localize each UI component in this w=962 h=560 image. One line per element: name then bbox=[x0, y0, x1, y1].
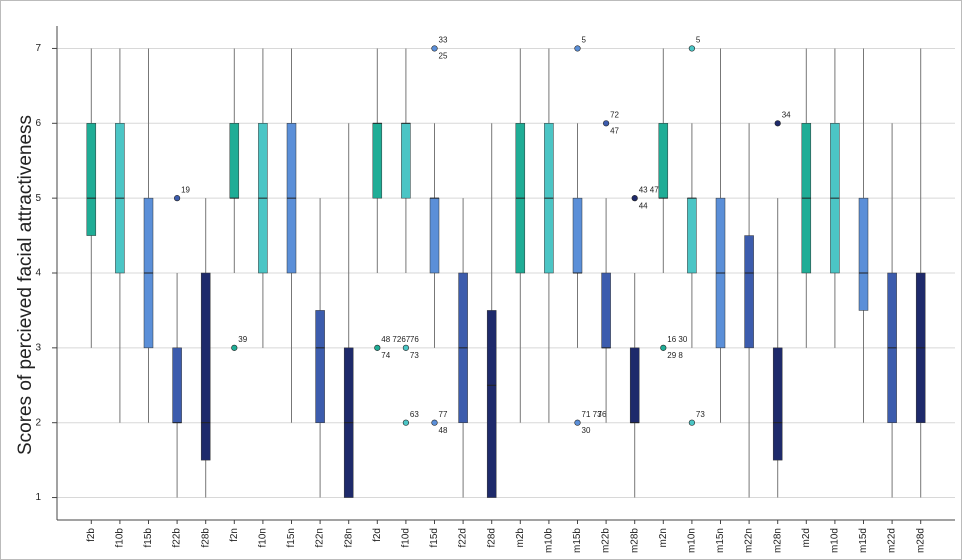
x-tick-label: f22d bbox=[458, 528, 469, 547]
outlier-label: 33 bbox=[439, 36, 448, 45]
x-tick-label: f28d bbox=[486, 528, 497, 547]
x-tick-label: f10d bbox=[401, 528, 412, 547]
x-tick-label: m2b bbox=[515, 528, 526, 548]
outlier bbox=[774, 120, 781, 127]
x-tick-label: m28n bbox=[772, 528, 783, 553]
box bbox=[486, 310, 497, 498]
outlier bbox=[431, 45, 438, 52]
outlier-label: 63 bbox=[410, 410, 419, 419]
x-tick-label: m22d bbox=[887, 528, 898, 553]
outlier bbox=[602, 120, 610, 127]
x-tick-label: m15b bbox=[572, 528, 583, 553]
outlier-label: 48 7267 bbox=[381, 335, 410, 344]
box bbox=[572, 197, 583, 274]
x-tick-label: m28d bbox=[915, 528, 926, 553]
outlier bbox=[631, 195, 638, 202]
y-tick-label: 3 bbox=[35, 342, 41, 353]
x-tick-label: m15d bbox=[858, 528, 869, 553]
outlier-label: 71 73 bbox=[582, 410, 603, 419]
x-tick-label: f15d bbox=[429, 528, 440, 547]
outlier-label: 72 bbox=[610, 110, 619, 119]
box bbox=[401, 123, 411, 199]
outlier bbox=[174, 195, 181, 202]
x-tick-label: f15n bbox=[286, 528, 297, 547]
outlier bbox=[574, 419, 581, 426]
y-tick-label: 4 bbox=[35, 268, 41, 279]
outlier-label: 25 bbox=[439, 52, 448, 61]
outlier-label: 76 bbox=[598, 410, 607, 419]
y-tick-label: 1 bbox=[35, 492, 41, 503]
box bbox=[658, 123, 669, 199]
box bbox=[200, 272, 211, 461]
outlier bbox=[374, 344, 381, 351]
box bbox=[744, 235, 754, 349]
y-tick-label: 6 bbox=[35, 118, 41, 129]
outlier-label: 48 bbox=[439, 426, 448, 435]
x-tick-label: m22b bbox=[601, 528, 612, 553]
box bbox=[429, 197, 440, 274]
outlier-label: 19 bbox=[181, 185, 190, 194]
box bbox=[315, 310, 325, 423]
x-tick-label: m15n bbox=[715, 528, 726, 553]
x-tick-label: m10b bbox=[544, 528, 555, 553]
outlier bbox=[402, 419, 410, 426]
box bbox=[172, 347, 182, 423]
box bbox=[601, 272, 611, 349]
x-tick-label: m22n bbox=[744, 528, 755, 553]
outlier-label: 44 bbox=[639, 201, 648, 210]
y-tick-label: 2 bbox=[35, 417, 41, 428]
outlier-label: 5 bbox=[696, 36, 701, 45]
outlier-label: 16 30 bbox=[667, 335, 688, 344]
outlier bbox=[431, 419, 438, 426]
box bbox=[372, 123, 383, 199]
x-tick-label: f28b bbox=[200, 528, 211, 548]
x-tick-label: m2d bbox=[801, 528, 812, 547]
outlier-label: 76 bbox=[410, 335, 419, 344]
x-tick-label: f15b bbox=[143, 528, 154, 548]
box bbox=[86, 123, 97, 236]
outlier bbox=[402, 344, 410, 351]
outlier-label: 47 bbox=[610, 126, 619, 135]
y-axis-title: Scores of percieved facial attractivenes… bbox=[15, 115, 36, 455]
x-tick-label: m2n bbox=[658, 528, 669, 547]
box bbox=[772, 347, 783, 461]
box bbox=[858, 197, 869, 311]
y-tick-label: 7 bbox=[35, 43, 41, 54]
box bbox=[687, 197, 697, 274]
outlier bbox=[688, 45, 696, 52]
outlier-label: 39 bbox=[238, 335, 247, 344]
outlier bbox=[660, 344, 667, 351]
outlier bbox=[231, 344, 238, 351]
x-tick-label: f28n bbox=[343, 528, 354, 547]
y-tick-label: 5 bbox=[35, 193, 41, 204]
outlier-label: 73 bbox=[696, 410, 705, 419]
x-tick-label: f2n bbox=[229, 528, 240, 542]
outlier bbox=[574, 45, 581, 52]
x-tick-label: f2d bbox=[372, 528, 383, 542]
x-tick-label: m10d bbox=[830, 528, 841, 553]
outlier-label: 30 bbox=[582, 426, 591, 435]
x-tick-label: f10b bbox=[115, 528, 126, 548]
x-tick-label: f10n bbox=[258, 528, 269, 547]
outlier-label: 74 bbox=[381, 351, 390, 360]
x-tick-label: m10n bbox=[687, 528, 698, 553]
outlier-label: 5 bbox=[582, 36, 587, 45]
box bbox=[629, 347, 640, 423]
outlier-label: 29 8 bbox=[667, 351, 683, 360]
x-tick-label: m28b bbox=[629, 528, 640, 553]
outlier-label: 43 47 bbox=[639, 185, 660, 194]
outlier-label: 73 bbox=[410, 351, 419, 360]
outlier bbox=[688, 419, 696, 426]
box bbox=[229, 123, 240, 199]
outlier-label: 34 bbox=[782, 110, 791, 119]
x-tick-label: f22n bbox=[315, 528, 326, 547]
x-tick-label: f2b bbox=[86, 528, 97, 542]
outlier-label: 77 bbox=[439, 410, 448, 419]
x-tick-label: f22b bbox=[172, 528, 183, 548]
